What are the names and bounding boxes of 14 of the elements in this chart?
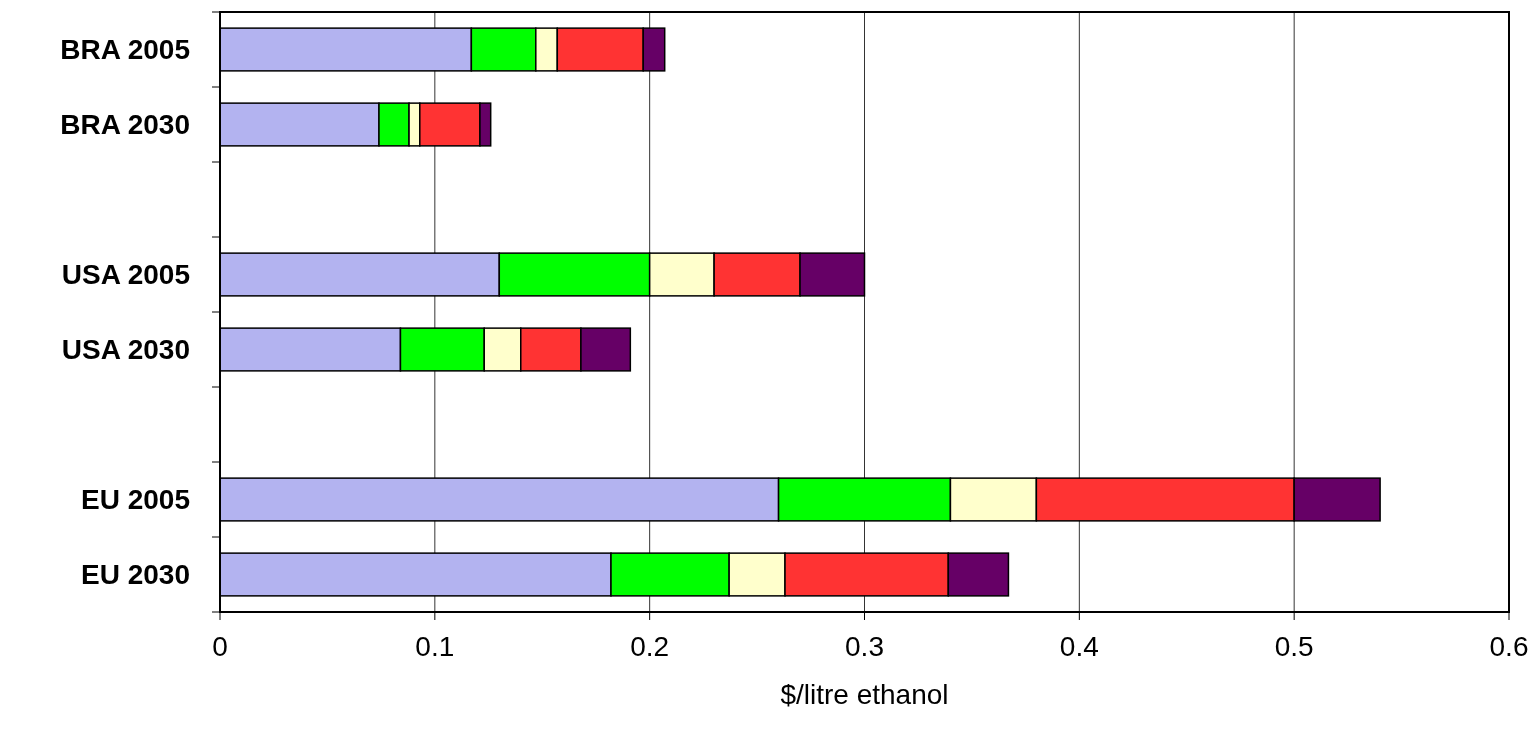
x-axis-title: $/litre ethanol: [780, 679, 949, 710]
y-tick-label: EU 2030: [81, 559, 190, 591]
x-tick-label: 0: [212, 631, 228, 662]
y-tick-label: EU 2005: [81, 484, 190, 516]
x-tick-label: 0.2: [630, 631, 670, 662]
x-tick-label: 0.5: [1274, 631, 1314, 662]
x-tick-label: 0.3: [845, 631, 884, 662]
y-tick-label: BRA 2005: [60, 34, 190, 66]
y-tick-label: BRA 2030: [60, 109, 190, 141]
x-tick-label: 0.4: [1059, 631, 1099, 662]
y-tick-label: USA 2005: [61, 259, 190, 291]
x-tick-label: 0.6: [1489, 631, 1529, 662]
x-tick-label: 0.1: [415, 631, 455, 662]
y-tick-label: USA 2030: [61, 334, 190, 366]
